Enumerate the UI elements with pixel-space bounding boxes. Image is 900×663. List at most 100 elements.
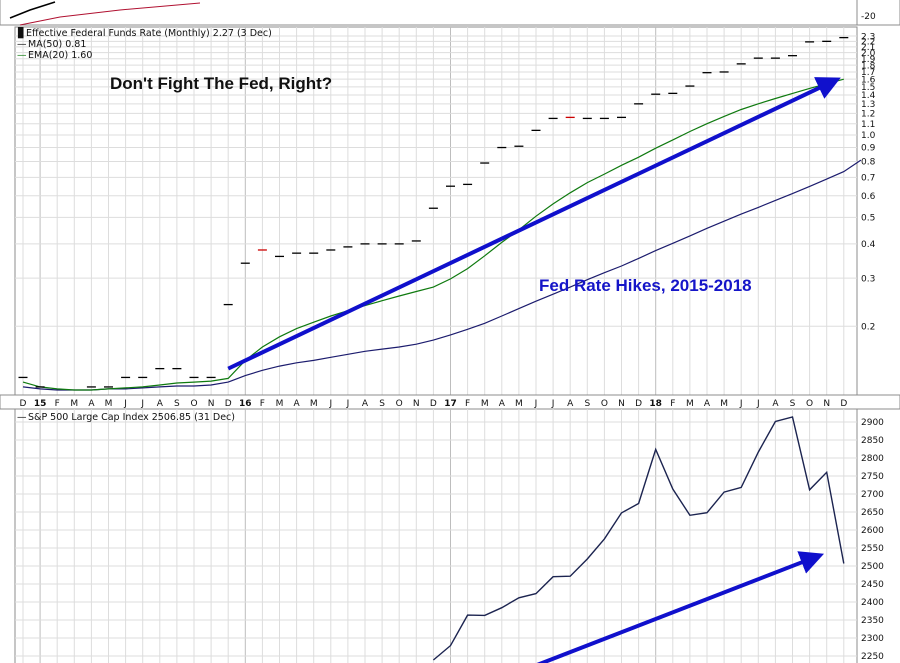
x-tick-label: M [310,399,318,409]
rates-y-axis: 2.32.22.12.01.91.81.71.61.51.41.31.21.11… [861,32,876,332]
rates-y-tick-label: 0.9 [861,144,876,154]
x-axis-band: D 15 F M A M J J A S O N D 16 F M A M J J A S O N D 17 F M A M J J A S O N D… [0,394,900,410]
top-sliver-tick-label: -20 [861,12,876,22]
rates-trend-arrow [227,77,841,371]
x-tick-label: S [584,399,590,409]
x-tick-label: 17 [444,399,457,409]
x-tick-label: O [190,399,197,409]
rates-panel: 2.32.22.12.01.91.81.71.61.51.41.31.21.11… [14,26,876,398]
rates-y-tick-label: 0.7 [861,174,875,184]
spx-y-tick-label: 2500 [861,562,884,572]
spx-y-tick-label: 2900 [861,418,884,428]
x-tick-label: D [840,399,847,409]
x-tick-label: J [140,399,144,409]
x-tick-label: D [635,399,642,409]
rates-y-tick-label: 2.3 [861,32,875,42]
ema20-line [22,78,844,391]
x-tick-label: D [20,399,27,409]
chart-annotation-title: Don't Fight The Fed, Right? [110,74,332,93]
x-tick-label: J [328,399,332,409]
spx-y-tick-label: 2400 [861,598,884,608]
rates-y-tick-label: 1.4 [861,91,876,101]
rates-y-tick-label: 0.4 [861,240,876,250]
legend-ema20-label: EMA(20) 1.60 [28,50,92,61]
spx-series-group [432,416,845,663]
spx-y-tick-label: 2350 [861,616,884,626]
x-tick-label: A [772,399,779,409]
x-tick-label: A [499,399,506,409]
x-tick-label: A [88,399,95,409]
x-tick-label: A [157,399,164,409]
spx-y-axis: 2900 2850 2800 2750 2700 2650 2600 2550 2500 2450… [861,418,884,662]
rates-y-tick-label: 1.1 [861,120,875,130]
rates-y-tick-label: 0.8 [861,158,876,168]
x-tick-label: A [567,399,574,409]
x-tick-label: S [790,399,796,409]
x-tick-label: A [362,399,369,409]
x-tick-label: M [105,399,113,409]
rates-y-tick-label: 2.2 [861,38,875,48]
x-tick-label: M [515,399,523,409]
rates-y-tick-label: 1.5 [861,83,875,93]
rates-legend: ▊ Effective Federal Funds Rate (Monthly)… [17,27,272,61]
x-tick-label: N [823,399,830,409]
x-tick-label: S [379,399,385,409]
x-tick-label: J [551,399,555,409]
x-tick-label: 15 [34,399,47,409]
legend-ma50-marker: — [17,39,27,50]
top-sliver-panel: -20 [0,0,900,26]
spx-y-tick-label: 2650 [861,508,884,518]
x-tick-label: 16 [239,399,252,409]
chart-annotation-label: Fed Rate Hikes, 2015-2018 [539,276,752,295]
ma50-line [22,159,862,391]
x-tick-label: N [618,399,625,409]
x-tick-label: F [465,399,470,409]
x-tick-label: J [346,399,350,409]
rates-plot-frame [14,26,858,396]
spx-y-tick-label: 2250 [861,652,884,662]
spx-gridlines [15,409,857,663]
spx-line [432,416,845,661]
rates-y-tick-label: 1.8 [861,61,876,71]
rates-series-group [18,36,862,398]
x-tick-label: A [294,399,301,409]
x-tick-label: A [704,399,711,409]
x-tick-label: M [720,399,728,409]
spx-y-tick-label: 2850 [861,436,884,446]
legend-effr-label: Effective Federal Funds Rate (Monthly) 2… [26,28,272,39]
rates-y-tick-label: 0.3 [861,274,875,284]
x-tick-label: 18 [649,399,662,409]
rates-y-tick-label: 0.5 [861,214,875,224]
spx-y-tick-label: 2550 [861,544,884,554]
spx-y-tick-label: 2700 [861,490,884,500]
spx-panel: 2900 2850 2800 2750 2700 2650 2600 2550 2500 2450… [14,408,884,663]
x-tick-label: J [739,399,743,409]
x-tick-label: D [430,399,437,409]
rates-y-tick-label: 1.7 [861,68,875,78]
x-tick-label: F [260,399,265,409]
spx-plot-frame [14,408,858,663]
x-tick-label: F [670,399,675,409]
x-tick-label: J [534,399,538,409]
legend-spx-label: S&P 500 Large Cap Index 2506.85 (31 Dec) [28,412,235,423]
rates-y-tick-label: 0.2 [861,322,875,332]
x-tick-label: M [481,399,489,409]
x-tick-label: O [396,399,403,409]
x-tick-label: N [208,399,215,409]
rates-y-tick-label: 1.9 [861,55,876,65]
rates-y-tick-label: 0.6 [861,192,876,202]
x-tick-label: N [413,399,420,409]
x-tick-label: M [70,399,78,409]
x-tick-label: M [686,399,694,409]
legend-ema20-marker: — [17,50,27,61]
rates-y-tick-label: 1.6 [861,75,876,85]
x-tick-label: J [123,399,127,409]
spx-trend-arrow [536,551,825,663]
spx-y-tick-label: 2750 [861,472,884,482]
x-tick-label: S [174,399,180,409]
top-sliver-line-red [19,2,201,26]
spx-y-tick-label: 2600 [861,526,884,536]
rates-y-tick-label: 2.1 [861,43,875,53]
spx-y-tick-label: 2300 [861,634,884,644]
